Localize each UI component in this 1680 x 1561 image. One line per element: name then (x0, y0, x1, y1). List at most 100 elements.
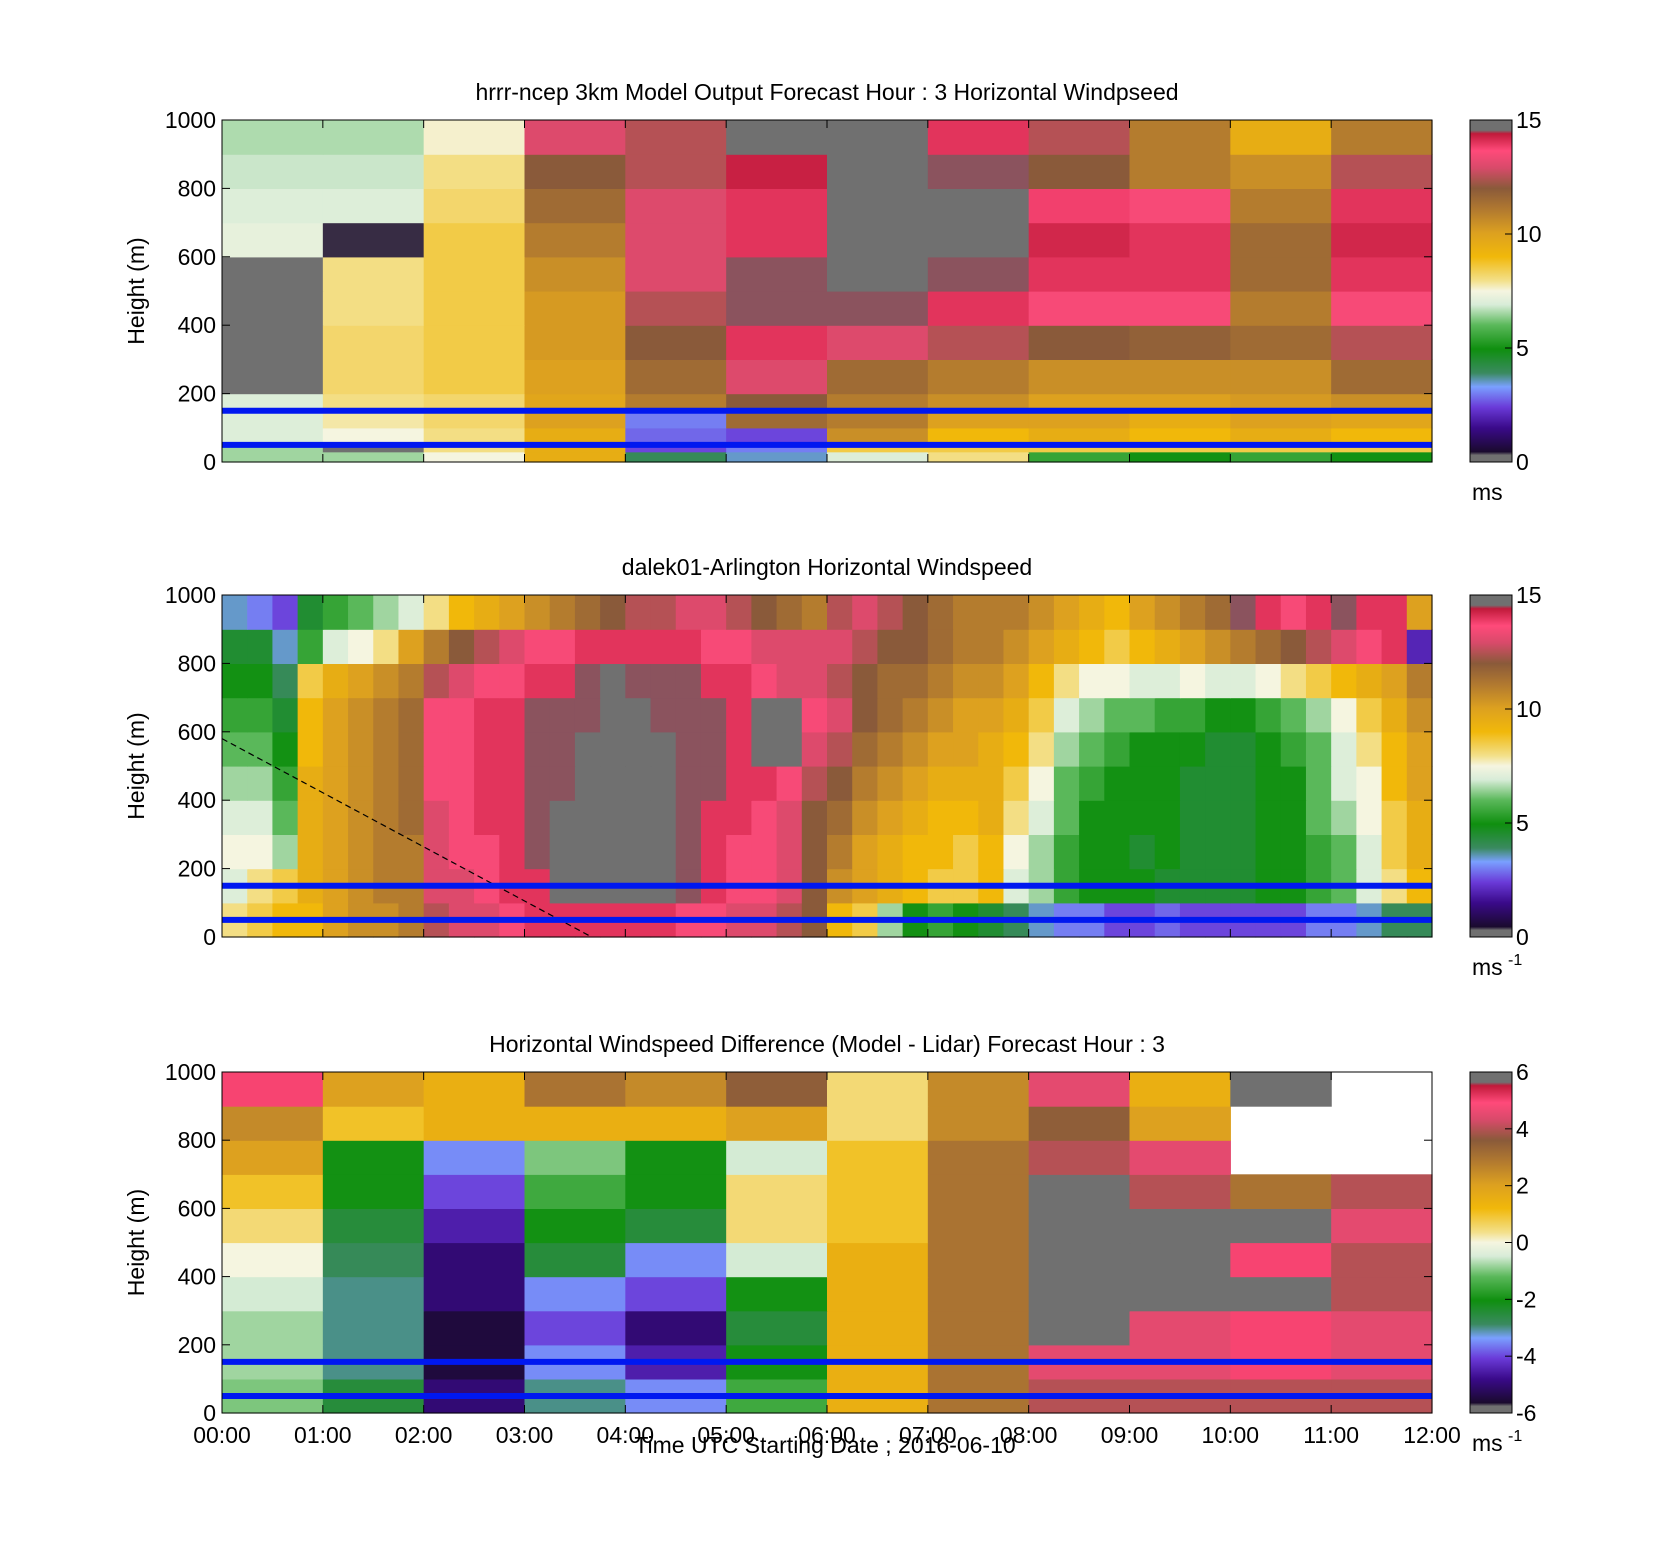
heatmap-cell (1331, 766, 1357, 801)
heatmap-cell (524, 393, 626, 412)
heatmap-cell (474, 663, 500, 699)
heatmap-cell (1331, 359, 1433, 395)
y-tick-label: 0 (203, 1400, 216, 1426)
heatmap-cell (1028, 359, 1131, 395)
heatmap-cell (1305, 834, 1332, 870)
heatmap-cell (322, 451, 425, 463)
heatmap-cell (1129, 451, 1231, 463)
heatmap-cell (1104, 800, 1131, 835)
heatmap-cell (423, 1072, 526, 1107)
colorbar-tick-label: 10 (1516, 696, 1542, 722)
heatmap-cell (978, 697, 1005, 733)
heatmap-cell (776, 766, 803, 801)
heatmap-cell (524, 766, 551, 801)
y-tick-label: 1000 (165, 1059, 216, 1085)
heatmap-cell (1356, 731, 1383, 767)
heatmap-cell (827, 1072, 929, 1107)
heatmap-cell (1230, 663, 1257, 699)
heatmap-cell (927, 731, 954, 767)
y-tick-label: 600 (178, 719, 216, 745)
heatmap-cell (398, 731, 425, 767)
heatmap-cell (322, 697, 349, 733)
heatmap-cell (222, 359, 324, 395)
heatmap-cell (423, 663, 450, 699)
heatmap-cell (222, 663, 248, 699)
heatmap-cell (953, 766, 979, 801)
heatmap-cell (272, 595, 299, 630)
heatmap-cell (322, 1242, 425, 1278)
heatmap-cell (524, 410, 626, 429)
heatmap-cell (1205, 629, 1231, 664)
heatmap-cell (801, 800, 828, 835)
heatmap-cell (524, 1174, 626, 1209)
heatmap-cell (726, 1276, 828, 1312)
heatmap-cell (953, 834, 979, 870)
heatmap-cell (448, 834, 475, 870)
heatmap-cell (574, 663, 601, 699)
heatmap-cell (1230, 325, 1332, 360)
heatmap-cell (1230, 1208, 1332, 1244)
heatmap-cell (1230, 154, 1332, 189)
heatmap-cell (700, 595, 727, 630)
heatmap-cell (1053, 629, 1080, 664)
heatmap-cell (726, 154, 828, 189)
heatmap-cell (1331, 393, 1433, 412)
x-tick-label: 10:00 (1202, 1422, 1260, 1448)
heatmap-cell (247, 697, 274, 733)
colorbar-tick-label: 5 (1516, 810, 1529, 836)
heatmap-cell (222, 1310, 324, 1346)
y-axis-label: Height (m) (123, 712, 149, 819)
heatmap-cell (524, 291, 626, 326)
heatmap-cell (272, 697, 299, 733)
heatmap-cell (1230, 222, 1332, 258)
heatmap-cell (827, 1242, 929, 1278)
heatmap-cell (373, 697, 400, 733)
heatmap-cell (700, 800, 727, 835)
heatmap-cell (978, 766, 1005, 801)
heatmap-cell (650, 595, 677, 630)
heatmap-cell (549, 629, 576, 664)
heatmap-cell (927, 291, 1030, 326)
heatmap-cell (1230, 1174, 1332, 1209)
heatmap-cell (1381, 766, 1408, 801)
heatmap-cell (1104, 663, 1131, 699)
heatmap-cell (700, 663, 727, 699)
heatmap-cell (1079, 731, 1105, 767)
heatmap-cell (801, 595, 828, 630)
heatmap-cell (1179, 595, 1206, 630)
heatmap-cell (1179, 663, 1206, 699)
heatmap-cell (574, 731, 601, 767)
heatmap-cell (1406, 766, 1433, 801)
heatmap-cell (726, 595, 752, 630)
x-tick-label: 01:00 (294, 1422, 352, 1448)
heatmap-cell (751, 697, 778, 733)
heatmap-cell (1129, 1276, 1231, 1312)
heatmap-cell (1255, 697, 1282, 733)
heatmap-cell (297, 595, 324, 630)
heatmap-cell (322, 256, 425, 292)
heatmap-cell (927, 325, 1030, 360)
heatmap-cell (953, 697, 979, 733)
heatmap-cell (1028, 766, 1055, 801)
heatmap-cell (625, 663, 652, 699)
heatmap-cell (1003, 834, 1030, 870)
heatmap-cell (348, 629, 374, 664)
heatmap-cell (297, 800, 324, 835)
x-tick-label: 12:00 (1403, 1422, 1461, 1448)
heatmap-cell (222, 410, 324, 429)
x-tick-label: 07:00 (899, 1422, 957, 1448)
heatmap-cell (247, 766, 274, 801)
heatmap-cell (978, 595, 1005, 630)
heatmap-cell (827, 120, 929, 155)
heatmap-cell (1179, 766, 1206, 801)
heatmap-cell (1129, 222, 1231, 258)
y-tick-label: 800 (178, 1127, 216, 1153)
heatmap-cell (222, 1106, 324, 1141)
heatmap-cell (827, 697, 853, 733)
heatmap-cell (499, 834, 526, 870)
heatmap-cell (1028, 1106, 1131, 1141)
heatmap-cell (1129, 1106, 1231, 1141)
colorbar-tick-label: 10 (1516, 221, 1542, 247)
heatmap-cell (927, 120, 1030, 155)
heatmap-cell (1381, 629, 1408, 664)
